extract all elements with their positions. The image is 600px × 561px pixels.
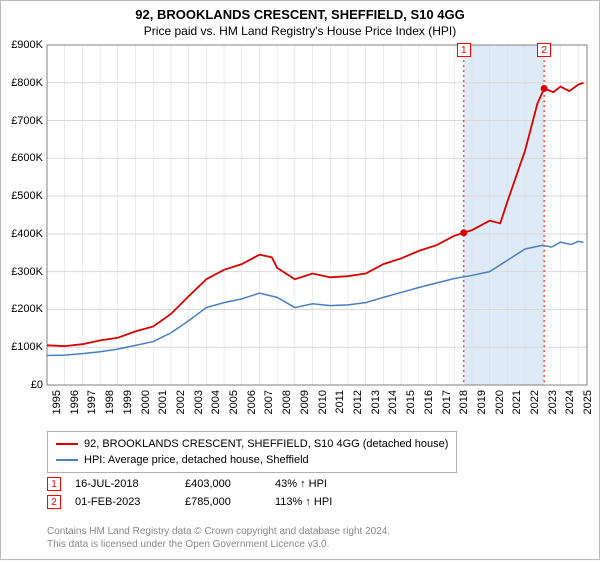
x-tick-label: 2015 <box>405 390 417 424</box>
legend-row: 92, BROOKLANDS CRESCENT, SHEFFIELD, S10 … <box>56 436 448 452</box>
x-tick-label: 2019 <box>476 390 488 424</box>
legend-swatch <box>56 443 78 445</box>
legend-row: HPI: Average price, detached house, Shef… <box>56 452 448 468</box>
sale-index-box: 1 <box>47 477 61 491</box>
x-tick-label: 2006 <box>246 390 258 424</box>
y-tick-label: £700K <box>3 115 43 127</box>
y-tick-label: £300K <box>3 266 43 278</box>
x-tick-label: 2021 <box>511 390 523 424</box>
sale-row: 1 16-JUL-2018£403,00043% ↑ HPI <box>47 475 346 493</box>
x-tick-label: 2003 <box>193 390 205 424</box>
y-tick-label: £200K <box>3 303 43 315</box>
sale-delta: 43% ↑ HPI <box>275 475 346 493</box>
sale-price: £403,000 <box>185 475 275 493</box>
sale-delta: 113% ↑ HPI <box>275 493 346 511</box>
legend-label: HPI: Average price, detached house, Shef… <box>84 454 309 466</box>
chart-container: 92, BROOKLANDS CRESCENT, SHEFFIELD, S10 … <box>0 0 600 560</box>
y-tick-label: £900K <box>3 39 43 51</box>
x-tick-label: 2024 <box>564 390 576 424</box>
x-tick-label: 1998 <box>104 390 116 424</box>
x-tick-label: 2009 <box>299 390 311 424</box>
x-tick-label: 2002 <box>175 390 187 424</box>
x-tick-label: 2025 <box>582 390 594 424</box>
legend-label: 92, BROOKLANDS CRESCENT, SHEFFIELD, S10 … <box>84 438 448 450</box>
x-tick-label: 2014 <box>387 390 399 424</box>
x-tick-label: 2022 <box>529 390 541 424</box>
sale-date: 16-JUL-2018 <box>75 475 185 493</box>
x-tick-label: 2023 <box>547 390 559 424</box>
x-tick-label: 2005 <box>228 390 240 424</box>
x-tick-label: 1997 <box>86 390 98 424</box>
x-tick-label: 2013 <box>370 390 382 424</box>
sale-date: 01-FEB-2023 <box>75 493 185 511</box>
footnote: Contains HM Land Registry data © Crown c… <box>47 525 390 551</box>
x-tick-label: 2020 <box>494 390 506 424</box>
sale-index-box: 2 <box>47 495 61 509</box>
y-tick-label: £500K <box>3 190 43 202</box>
x-tick-label: 2017 <box>441 390 453 424</box>
x-tick-label: 2010 <box>317 390 329 424</box>
y-tick-label: £0 <box>3 379 43 391</box>
x-tick-label: 2004 <box>210 390 222 424</box>
x-tick-label: 1996 <box>69 390 81 424</box>
y-tick-label: £600K <box>3 152 43 164</box>
sale-table: 1 16-JUL-2018£403,00043% ↑ HPI 2 01-FEB-202… <box>47 475 346 511</box>
footnote-line1: Contains HM Land Registry data © Crown c… <box>47 525 390 538</box>
x-tick-label: 2016 <box>423 390 435 424</box>
legend: 92, BROOKLANDS CRESCENT, SHEFFIELD, S10 … <box>47 431 457 473</box>
x-tick-label: 2018 <box>458 390 470 424</box>
sale-price: £785,000 <box>185 493 275 511</box>
x-tick-label: 2011 <box>334 390 346 424</box>
x-tick-label: 2000 <box>140 390 152 424</box>
x-tick-label: 2007 <box>263 390 275 424</box>
x-tick-label: 2012 <box>352 390 364 424</box>
x-tick-label: 1995 <box>51 390 63 424</box>
y-tick-label: £800K <box>3 77 43 89</box>
x-tick-label: 1999 <box>122 390 134 424</box>
footnote-line2: This data is licensed under the Open Gov… <box>47 538 390 551</box>
sale-marker-box: 2 <box>537 43 551 57</box>
y-tick-label: £400K <box>3 228 43 240</box>
y-tick-label: £100K <box>3 341 43 353</box>
sale-row: 2 01-FEB-2023£785,000113% ↑ HPI <box>47 493 346 511</box>
sale-marker-box: 1 <box>457 43 471 57</box>
x-tick-label: 2001 <box>157 390 169 424</box>
x-tick-label: 2008 <box>281 390 293 424</box>
legend-swatch <box>56 459 78 461</box>
